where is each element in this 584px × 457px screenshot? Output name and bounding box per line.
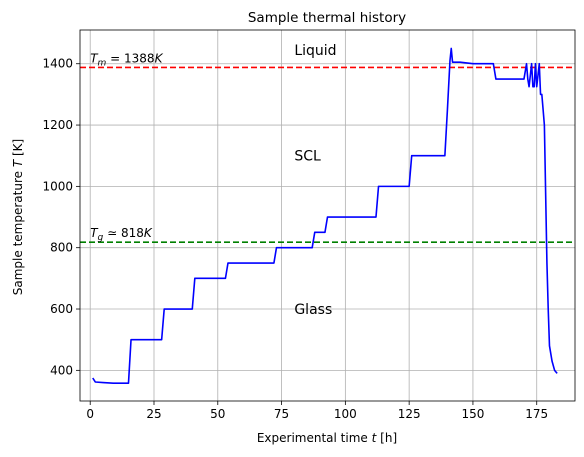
- grid: [80, 30, 575, 401]
- series-layer: [92, 47, 558, 385]
- x-tick-label: 50: [210, 407, 225, 421]
- x-tick-label: 175: [525, 407, 548, 421]
- y-tick-label: 600: [50, 302, 73, 316]
- plot-frame: [79, 29, 576, 402]
- x-axis-title: Experimental time t [h]: [257, 431, 397, 445]
- x-axis-title-text: Experimental time: [257, 431, 368, 445]
- y-tick-label: 1200: [42, 118, 73, 132]
- y-axis-title-unit: [K]: [11, 139, 25, 156]
- chart-title: Sample thermal history: [248, 10, 406, 26]
- series-line: [92, 47, 558, 385]
- x-tick-label: 100: [334, 407, 357, 421]
- y-tick-label: 800: [50, 241, 73, 255]
- x-tick-label: 25: [146, 407, 161, 421]
- y-tick-label: 1400: [42, 57, 73, 71]
- y-tick-label: 1000: [42, 179, 73, 193]
- region-label: Liquid: [294, 43, 336, 59]
- x-tick-label: 0: [86, 407, 94, 421]
- region-label: SCL: [294, 149, 321, 165]
- y-axis-title: Sample temperature T [K]: [11, 139, 25, 295]
- y-axis-title-var: T: [11, 158, 25, 167]
- x-axis-ticks: 0 25 50 75 100 125 150 175: [86, 401, 548, 421]
- y-axis-ticks: 400 600 800 1000 1200 1400: [42, 57, 80, 377]
- y-axis-title-text: Sample temperature: [11, 171, 25, 295]
- region-label: Glass: [294, 302, 332, 318]
- reference-line-label: Tg ≃ 818K: [90, 226, 153, 243]
- y-tick-label: 400: [50, 363, 73, 377]
- x-tick-label: 75: [274, 407, 289, 421]
- reference-lines: [80, 66, 575, 243]
- x-axis-title-unit: [h]: [380, 431, 397, 445]
- reference-line-label: Tm = 1388K: [90, 51, 163, 68]
- x-tick-label: 125: [398, 407, 421, 421]
- x-tick-label: 150: [461, 407, 484, 421]
- region-annotations: Liquid SCL Glass: [294, 43, 336, 318]
- reference-line-labels: Tm = 1388K Tg ≃ 818K: [90, 51, 163, 243]
- x-axis-title-var: t: [372, 431, 378, 445]
